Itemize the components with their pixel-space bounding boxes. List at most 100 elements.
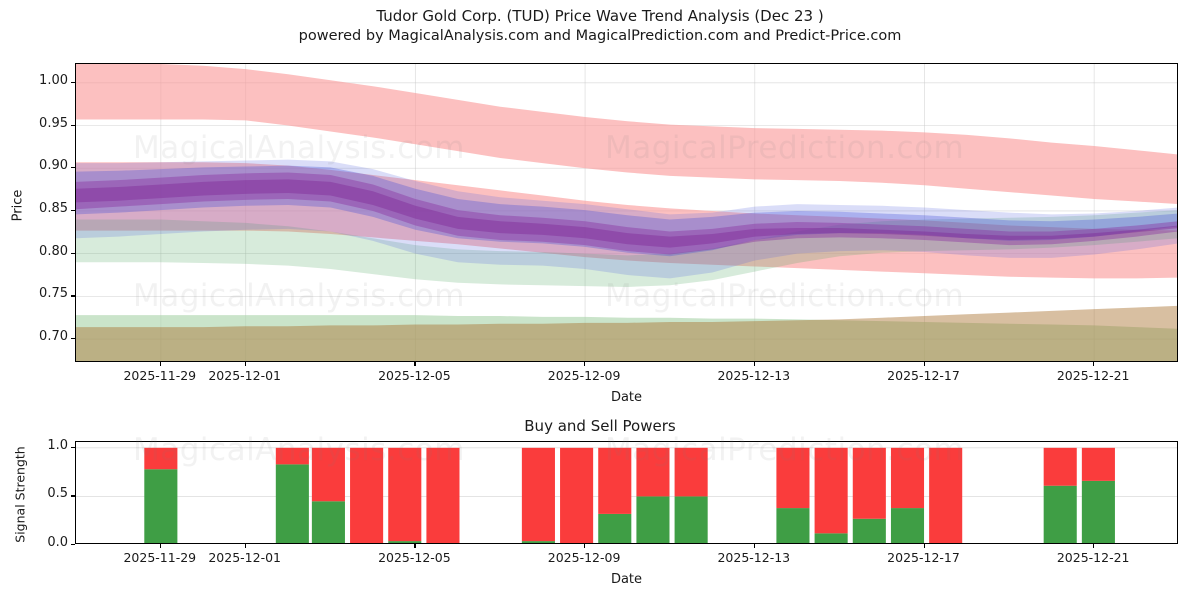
main-ytick-mark xyxy=(71,124,75,126)
main-ytick-label: 0.90 xyxy=(39,158,68,174)
main-xtick-mark xyxy=(414,362,416,366)
power-xtick-mark xyxy=(1093,544,1095,548)
power-ytick-mark xyxy=(71,446,75,448)
band-upper-resistance-band xyxy=(76,64,1177,204)
main-xtick-mark xyxy=(584,362,586,366)
power-xtick-mark xyxy=(584,544,586,548)
power-ytick-label: 1.0 xyxy=(47,437,68,453)
bar-buy-0 xyxy=(144,469,178,543)
power-xtick-label: 2025-12-13 xyxy=(717,550,791,565)
main-xtick-label: 2025-12-09 xyxy=(547,368,621,383)
main-x-axis-label: Date xyxy=(610,390,643,405)
main-ytick-label: 0.95 xyxy=(39,115,68,131)
band-mid-resistance-band xyxy=(76,162,1177,279)
buy-sell-powers-plot xyxy=(75,441,1178,544)
main-ytick-mark xyxy=(71,338,75,340)
band-wave-band-purple-core xyxy=(76,172,1177,255)
band-wave-band-mid-blue xyxy=(76,165,1177,257)
main-xtick-label: 2025-12-17 xyxy=(887,368,960,383)
power-y-axis-label: Signal Strength xyxy=(12,446,28,543)
price-wave-canvas xyxy=(76,64,1177,361)
bar-buy-10 xyxy=(674,496,708,543)
band-wave-band-inner-purple xyxy=(76,179,1177,248)
main-xtick-mark xyxy=(159,362,161,366)
main-y-axis-label: Price xyxy=(10,189,26,222)
main-ytick-label: 0.85 xyxy=(39,200,68,216)
power-xtick-mark xyxy=(753,544,755,548)
bar-sell-17 xyxy=(1081,447,1115,481)
bar-buy-1 xyxy=(275,464,309,543)
main-ytick-label: 0.80 xyxy=(39,243,68,259)
power-xtick-mark xyxy=(244,544,246,548)
main-ytick-mark xyxy=(71,167,75,169)
bar-buy-11 xyxy=(776,508,810,543)
main-xtick-label: 2025-12-13 xyxy=(717,368,791,383)
main-xtick-mark xyxy=(244,362,246,366)
main-ytick-mark xyxy=(71,209,75,212)
power-xtick-label: 2025-12-05 xyxy=(378,550,451,565)
bar-buy-13 xyxy=(852,518,886,543)
power-xtick-label: 2025-12-17 xyxy=(887,550,960,565)
bar-buy-2 xyxy=(311,501,345,543)
bar-buy-12 xyxy=(814,533,848,543)
power-ytick-label: 0.5 xyxy=(47,486,68,502)
power-ytick-mark xyxy=(71,495,75,497)
power-plot-title: Buy and Sell Powers xyxy=(524,417,676,435)
bar-buy-14 xyxy=(890,508,925,543)
power-xtick-label: 2025-11-29 xyxy=(123,550,197,565)
main-ytick-mark xyxy=(71,252,75,254)
main-ytick-label: 0.75 xyxy=(39,286,68,302)
main-xtick-label: 2025-12-05 xyxy=(378,368,451,383)
power-xtick-label: 2025-12-09 xyxy=(547,550,621,565)
bar-sell-14 xyxy=(890,447,925,509)
bar-buy-8 xyxy=(598,513,632,543)
page-title: Tudor Gold Corp. (TUD) Price Wave Trend … xyxy=(376,7,824,25)
bar-sell-4 xyxy=(388,447,422,542)
power-xtick-label: 2025-12-01 xyxy=(208,550,282,565)
main-xtick-label: 2025-11-29 xyxy=(123,368,197,383)
power-ytick-label: 0.0 xyxy=(47,535,68,550)
main-xtick-mark xyxy=(753,362,755,366)
bar-sell-3 xyxy=(350,447,384,543)
main-ytick-mark xyxy=(71,295,75,297)
band-wave-band-green-overlay xyxy=(76,210,1177,287)
page-subtitle: powered by MagicalAnalysis.com and Magic… xyxy=(298,28,902,44)
main-xtick-mark xyxy=(1093,362,1095,366)
band-lower-support-band xyxy=(76,315,1177,361)
power-xtick-mark xyxy=(923,544,925,548)
power-x-axis-label: Date xyxy=(610,572,643,587)
band-brown-overlap-band xyxy=(76,305,1177,361)
bar-buy-6 xyxy=(521,541,555,543)
main-ytick-label: 1.00 xyxy=(39,72,68,88)
main-xtick-label: 2025-12-01 xyxy=(208,368,282,383)
bar-sell-1 xyxy=(275,447,309,465)
power-xtick-mark xyxy=(414,544,416,548)
power-ytick-mark xyxy=(71,544,75,546)
bar-sell-2 xyxy=(311,447,345,502)
main-ytick-label: 0.70 xyxy=(39,329,68,345)
bar-sell-0 xyxy=(144,447,178,470)
price-wave-plot xyxy=(75,63,1178,362)
bar-sell-5 xyxy=(426,447,460,543)
bar-sell-9 xyxy=(636,447,670,497)
bar-sell-16 xyxy=(1043,447,1077,486)
bar-buy-16 xyxy=(1043,485,1077,543)
bar-sell-15 xyxy=(929,447,963,543)
main-xtick-label: 2025-12-21 xyxy=(1056,368,1130,383)
bar-sell-10 xyxy=(674,447,708,497)
bar-sell-11 xyxy=(776,447,810,509)
bar-sell-8 xyxy=(598,447,632,514)
band-wave-band-outer-blue xyxy=(76,159,1177,279)
main-xtick-mark xyxy=(923,362,925,366)
bar-buy-17 xyxy=(1081,480,1115,543)
title-block: Tudor Gold Corp. (TUD) Price Wave Trend … xyxy=(0,6,1200,46)
bar-sell-6 xyxy=(521,447,555,542)
bar-buy-4 xyxy=(388,541,422,543)
power-xtick-label: 2025-12-21 xyxy=(1056,550,1130,565)
main-ytick-mark xyxy=(71,81,75,83)
bar-buy-9 xyxy=(636,496,670,543)
buy-sell-powers-canvas xyxy=(76,447,1177,543)
bar-sell-7 xyxy=(560,447,594,543)
bar-sell-12 xyxy=(814,447,848,534)
